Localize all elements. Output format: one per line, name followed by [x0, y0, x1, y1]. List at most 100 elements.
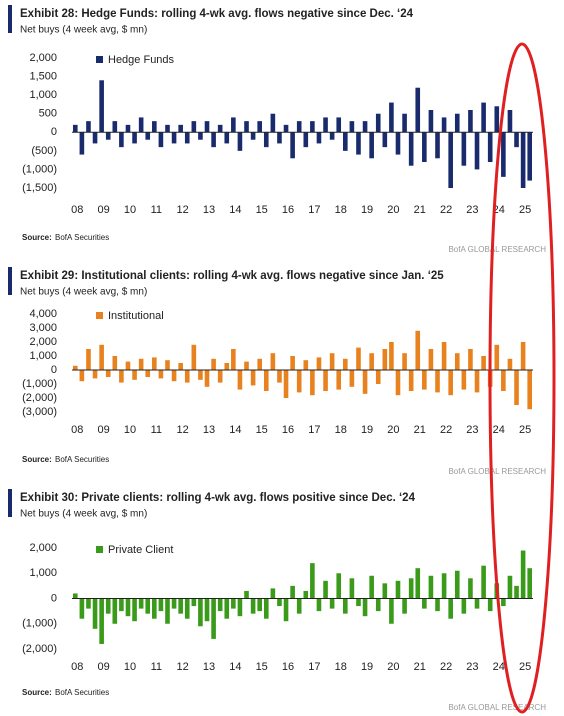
- bar: [92, 598, 98, 629]
- x-tick-label: 23: [466, 661, 478, 673]
- x-tick-label: 13: [203, 661, 215, 673]
- x-tick-label: 19: [361, 204, 373, 216]
- bar: [395, 580, 401, 599]
- x-tick-label: 20: [387, 204, 399, 216]
- bar: [92, 132, 98, 144]
- bar: [263, 370, 269, 391]
- bar: [191, 344, 197, 370]
- bar: [138, 598, 144, 609]
- bar: [481, 356, 486, 370]
- bar: [152, 357, 157, 370]
- x-tick-label: 15: [256, 204, 268, 216]
- bar: [290, 132, 295, 159]
- x-tick-label: 10: [124, 661, 136, 673]
- y-tick-label: (1,000): [22, 378, 57, 390]
- bar: [468, 578, 473, 599]
- bar: [86, 349, 91, 370]
- bar: [119, 132, 124, 148]
- bar: [461, 370, 467, 390]
- x-tick-label: 25: [519, 424, 531, 436]
- bar: [211, 598, 216, 639]
- bar: [112, 356, 118, 370]
- x-tick-label: 17: [308, 661, 320, 673]
- x-tick-label: 23: [466, 424, 478, 436]
- bar: [382, 132, 388, 148]
- legend-swatch: [96, 312, 103, 319]
- x-tick-label: 15: [256, 661, 268, 673]
- x-tick-label: 10: [124, 204, 136, 216]
- bar: [461, 598, 467, 614]
- bar: [395, 370, 401, 396]
- bar: [244, 361, 249, 370]
- bar: [461, 132, 467, 166]
- bar: [514, 585, 519, 599]
- bar: [448, 370, 453, 396]
- bar: [178, 598, 183, 614]
- x-tick-label: 16: [282, 424, 294, 436]
- bar: [237, 598, 243, 617]
- bar: [283, 124, 289, 133]
- bar: [158, 598, 164, 612]
- bar: [244, 590, 249, 599]
- x-tick-label: 16: [282, 661, 294, 673]
- bar: [415, 87, 421, 133]
- x-tick-label: 17: [308, 204, 320, 216]
- bar: [316, 357, 322, 370]
- bar: [158, 370, 164, 379]
- legend-swatch: [96, 56, 103, 63]
- bar: [250, 132, 256, 140]
- bar: [257, 358, 262, 370]
- source-label: Source:: [22, 688, 52, 697]
- y-tick-label: 2,000: [29, 52, 57, 64]
- bar: [408, 370, 414, 391]
- bar: [494, 106, 500, 133]
- bar: [441, 573, 447, 599]
- bar: [316, 598, 322, 612]
- bar: [343, 598, 348, 614]
- bar: [132, 598, 137, 622]
- bar: [105, 370, 111, 377]
- source-text: BofA Securities: [55, 455, 109, 464]
- bar: [72, 365, 78, 370]
- bar: [402, 353, 407, 370]
- bar: [237, 370, 243, 390]
- x-tick-label: 13: [203, 424, 215, 436]
- y-tick-label: 1,500: [29, 70, 57, 82]
- source-label: Source:: [22, 455, 52, 464]
- bar: [303, 360, 309, 370]
- x-tick-label: 12: [177, 204, 189, 216]
- bar: [468, 349, 473, 370]
- bar: [507, 358, 513, 370]
- bar: [454, 570, 460, 599]
- bar: [217, 598, 223, 612]
- x-tick-label: 25: [519, 204, 531, 216]
- bar: [270, 113, 276, 133]
- bar: [198, 132, 203, 140]
- bar: [520, 550, 526, 599]
- x-tick-label: 19: [361, 661, 373, 673]
- bar: [224, 598, 230, 619]
- bar: [270, 353, 276, 370]
- bar: [422, 370, 427, 390]
- bar: [343, 358, 348, 370]
- bar: [514, 370, 519, 405]
- bar: [310, 121, 315, 133]
- x-tick-label: 09: [98, 204, 110, 216]
- bar: [527, 132, 533, 181]
- bar: [86, 121, 91, 133]
- x-tick-label: 24: [493, 424, 505, 436]
- x-tick-label: 18: [335, 661, 347, 673]
- y-tick-label: (500): [31, 145, 57, 157]
- x-tick-label: 21: [414, 204, 426, 216]
- bar: [145, 598, 151, 614]
- x-tick-label: 21: [414, 424, 426, 436]
- bar: [132, 370, 137, 380]
- bar: [178, 363, 183, 370]
- bar: [105, 598, 111, 614]
- x-tick-label: 18: [335, 204, 347, 216]
- bar: [501, 370, 506, 391]
- chart-subtitle: Net buys (4 week avg, $ mn): [20, 509, 147, 520]
- bar: [441, 342, 447, 370]
- y-tick-label: 3,000: [29, 322, 57, 334]
- bar: [184, 598, 190, 619]
